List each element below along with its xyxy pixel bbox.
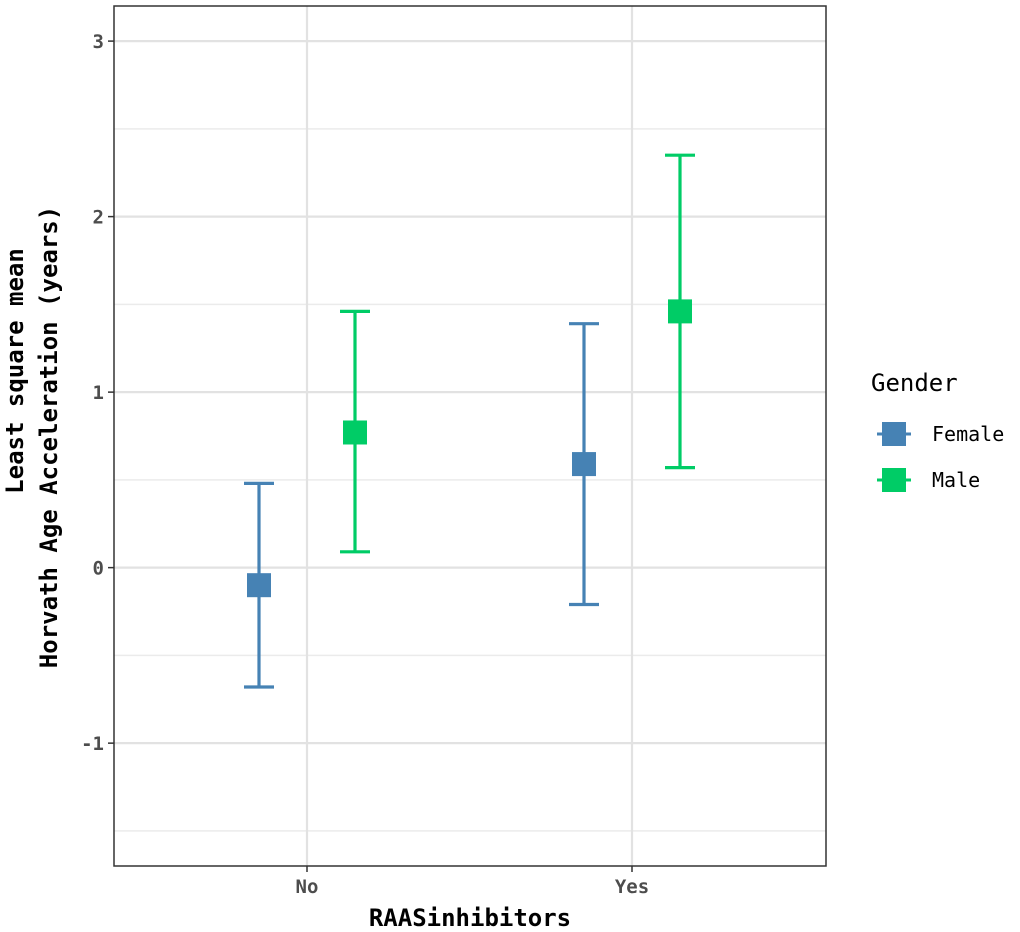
y-tick-label: 0	[93, 558, 104, 580]
plot-panel-border	[113, 5, 827, 867]
legend-title: Gender	[871, 369, 958, 397]
grid	[114, 6, 826, 866]
x-tick-label: Yes	[615, 876, 649, 898]
x-tick-label: No	[296, 876, 319, 898]
y-tick-label: 3	[93, 31, 104, 53]
legend-key-square	[882, 468, 906, 492]
point-male-no	[343, 420, 367, 445]
y-tick-label: 1	[93, 382, 104, 404]
legend-label: Female	[932, 422, 1004, 446]
point-female-no	[247, 573, 271, 598]
legend-item-male: Male	[877, 468, 980, 492]
legend-key-square	[882, 422, 906, 446]
y-axis-title-line-1: Least square mean	[1, 248, 29, 494]
legend-item-female: Female	[877, 422, 1004, 446]
point-female-yes	[572, 452, 596, 477]
y-tick-label: 2	[93, 207, 104, 229]
y-tick-label: -1	[81, 733, 104, 755]
legend: Gender Female Male	[871, 369, 1004, 492]
y-axis-ticks: -1 0 1 2 3	[81, 31, 114, 755]
error-bars	[244, 153, 695, 689]
data-points	[247, 299, 692, 598]
x-axis-ticks: No Yes	[296, 866, 649, 898]
y-axis-title-line-2: Horvath Age Acceleration (years)	[35, 206, 63, 668]
point-male-yes	[668, 299, 692, 324]
x-axis-title: RAASinhibitors	[369, 904, 571, 932]
legend-label: Male	[932, 468, 980, 492]
